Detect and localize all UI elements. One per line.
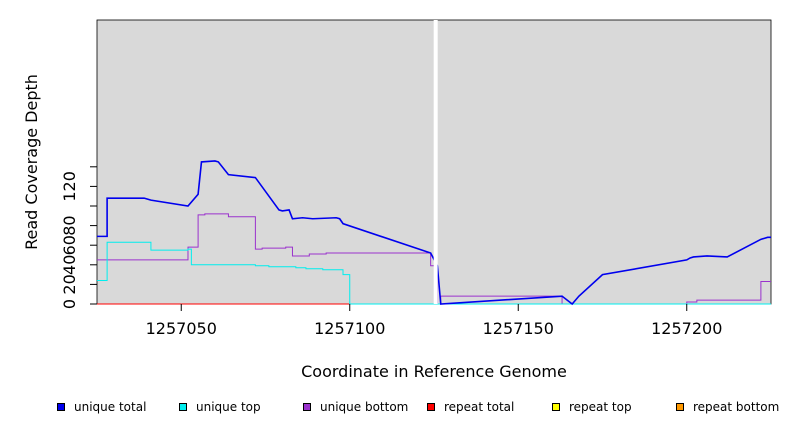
legend-swatch xyxy=(552,403,560,411)
y-tick-label: 40 xyxy=(60,255,79,275)
legend-swatch xyxy=(303,403,311,411)
legend-item-repeat-total: repeat total xyxy=(427,400,514,414)
legend: unique total unique top unique bottom repea… xyxy=(0,400,792,418)
legend-label: unique top xyxy=(196,400,261,414)
legend-swatch xyxy=(427,403,435,411)
legend-label: repeat bottom xyxy=(693,400,780,414)
y-tick-label: 0 xyxy=(60,299,79,309)
x-tick-label: 1257200 xyxy=(651,319,722,338)
y-tick-label: 80 xyxy=(60,215,79,235)
legend-swatch xyxy=(676,403,684,411)
legend-label: repeat top xyxy=(569,400,632,414)
series-layer xyxy=(97,160,771,306)
y-axis-title: Read Coverage Depth xyxy=(22,74,41,250)
legend-item-unique-top: unique top xyxy=(179,400,261,414)
series-line-unique-top xyxy=(97,241,771,305)
x-axis-title: Coordinate in Reference Genome xyxy=(301,362,567,381)
legend-swatch xyxy=(179,403,187,411)
x-tick-label: 1257050 xyxy=(146,319,217,338)
x-tick-label: 1257100 xyxy=(314,319,385,338)
y-tick-label: 20 xyxy=(60,274,79,294)
legend-label: unique bottom xyxy=(320,400,409,414)
legend-label: repeat total xyxy=(444,400,515,414)
y-tick-label: 120 xyxy=(60,171,79,202)
legend-item-unique-total: unique total xyxy=(57,400,146,414)
series-line-unique-total xyxy=(97,160,771,306)
y-tick-label: 60 xyxy=(60,235,79,255)
legend-swatch xyxy=(57,403,65,411)
legend-item-repeat-bottom: repeat bottom xyxy=(676,400,779,414)
legend-item-repeat-top: repeat top xyxy=(552,400,632,414)
x-axis: 1257050 1257100 1257150 1257200 xyxy=(146,304,722,338)
legend-label: unique total xyxy=(74,400,147,414)
legend-item-unique-bottom: unique bottom xyxy=(303,400,408,414)
gap-marker xyxy=(433,20,438,304)
x-tick-label: 1257150 xyxy=(483,319,554,338)
